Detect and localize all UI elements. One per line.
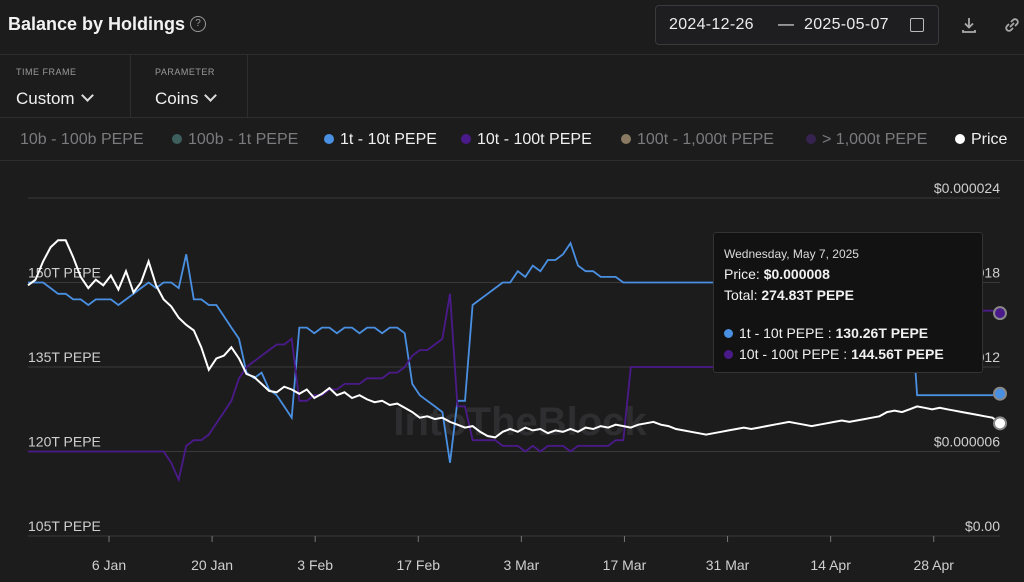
date-separator: — xyxy=(778,16,795,33)
x-tick-label: 3 Mar xyxy=(503,557,539,573)
y-left-tick-label: 150T PEPE xyxy=(28,265,101,281)
timeframe-select[interactable]: TIME FRAME Custom xyxy=(0,55,131,117)
x-tick-label: 20 Jan xyxy=(191,557,233,573)
x-tick-label: 17 Feb xyxy=(396,557,440,573)
tooltip-date: Wednesday, May 7, 2025 xyxy=(724,247,859,261)
series-end-marker-2[interactable] xyxy=(993,416,1007,431)
parameter-select[interactable]: PARAMETER Coins xyxy=(131,55,248,117)
legend-item-1t-10t[interactable]: 1t - 10t PEPE xyxy=(324,131,437,149)
tooltip-dot xyxy=(724,350,733,359)
y-left-tick-label: 135T PEPE xyxy=(28,349,101,365)
legend-dot xyxy=(806,134,816,144)
x-tick-label: 31 Mar xyxy=(706,557,750,573)
timeframe-label: TIME FRAME xyxy=(16,67,77,77)
x-tick-label: 3 Feb xyxy=(297,557,333,573)
y-right-tick-label: $0.000024 xyxy=(934,180,1000,196)
chart[interactable]: IntoTheBlock 105T PEPE 120T PEPE 135T PEPE… xyxy=(0,160,1024,582)
watermark: IntoTheBlock xyxy=(393,400,647,444)
legend-item-over-1000t[interactable]: > 1,000t PEPE xyxy=(806,131,927,149)
page-title: Balance by Holdings xyxy=(8,14,186,34)
download-icon[interactable] xyxy=(960,16,978,34)
tooltip-total: Total: 274.83T PEPE xyxy=(724,287,854,303)
legend-item-price[interactable]: Price xyxy=(955,131,1007,149)
x-tick-label: 14 Apr xyxy=(810,557,851,573)
x-tick-label: 6 Jan xyxy=(92,557,126,573)
parameter-label: PARAMETER xyxy=(155,67,215,77)
series-line-2 xyxy=(27,239,1001,439)
legend-item-10b-100b[interactable]: 10b - 100b PEPE xyxy=(20,131,144,148)
legend-item-100b-1t[interactable]: 100b - 1t PEPE xyxy=(172,131,298,149)
y-right-tick-label: $0.000006 xyxy=(934,434,1000,450)
help-icon[interactable]: ? xyxy=(190,16,206,32)
date-range-picker[interactable]: 2024-12-26 — 2025-05-07 xyxy=(655,5,939,45)
series-end-marker-0[interactable] xyxy=(993,386,1007,401)
date-end: 2025-05-07 xyxy=(804,16,889,33)
x-tick-label: 28 Apr xyxy=(913,557,954,573)
chevron-down-icon xyxy=(80,89,94,102)
tooltip-dot xyxy=(724,329,733,338)
tooltip-price: Price: $0.000008 xyxy=(724,266,830,282)
x-tick-label: 17 Mar xyxy=(603,557,647,573)
y-left-tick-label: 105T PEPE xyxy=(28,518,101,534)
legend-dot xyxy=(324,134,334,144)
legend-item-100t-1000t[interactable]: 100t - 1,000t PEPE xyxy=(621,131,774,149)
series-end-marker-1[interactable] xyxy=(993,306,1007,321)
y-left-tick-label: 120T PEPE xyxy=(28,434,101,450)
date-start: 2024-12-26 xyxy=(669,16,754,33)
controls-bar: TIME FRAME Custom PARAMETER Coins xyxy=(0,55,1024,118)
legend: 10b - 100b PEPE 100b - 1t PEPE 1t - 10t … xyxy=(0,118,1024,161)
y-right-tick-label: $0.00 xyxy=(965,518,1000,534)
legend-dot xyxy=(172,134,182,144)
parameter-value: Coins xyxy=(155,89,199,108)
timeframe-value: Custom xyxy=(16,89,75,108)
legend-dot xyxy=(621,134,631,144)
legend-item-10t-100t[interactable]: 10t - 100t PEPE xyxy=(461,131,592,149)
legend-dot xyxy=(955,134,965,144)
header: Balance by Holdings ? 2024-12-26 — 2025-… xyxy=(0,0,1024,55)
tooltip-row-10t-100t: 10t - 100t PEPE : 144.56T PEPE xyxy=(724,346,944,362)
chevron-down-icon xyxy=(204,89,218,102)
legend-dot xyxy=(461,134,471,144)
calendar-icon[interactable] xyxy=(910,18,924,32)
tooltip-row-1t-10t: 1t - 10t PEPE : 130.26T PEPE xyxy=(724,325,928,341)
link-icon[interactable] xyxy=(1003,16,1021,34)
tooltip: Wednesday, May 7, 2025 Price: $0.000008 … xyxy=(713,232,983,373)
